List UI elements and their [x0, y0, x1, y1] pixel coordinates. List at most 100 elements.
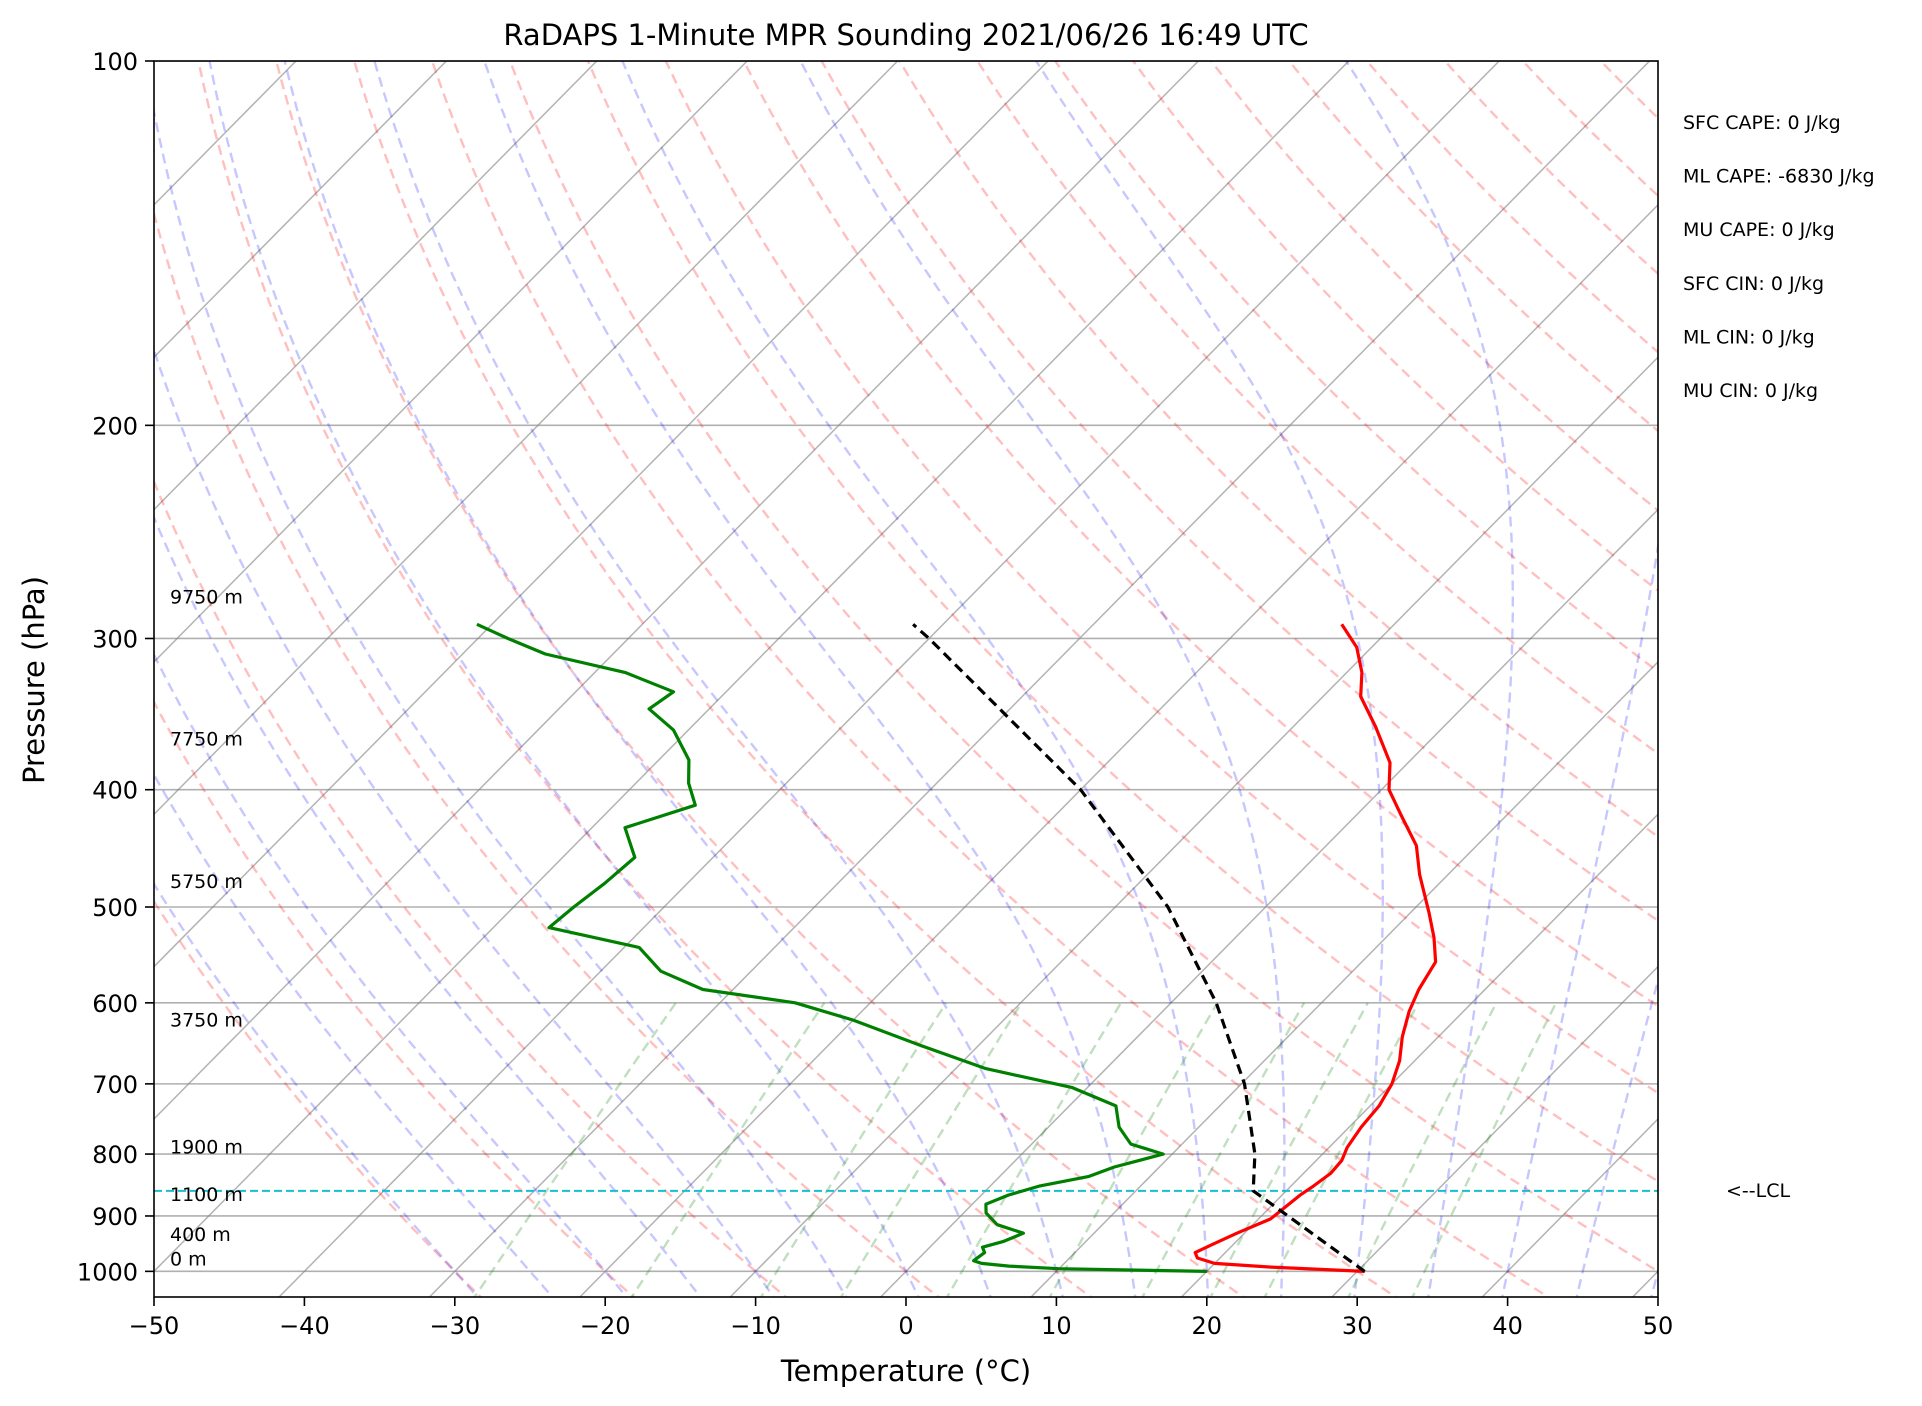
moist-adiabat-line [154, 514, 702, 1297]
x-axis-label: Temperature (°C) [780, 1354, 1031, 1388]
parcel-profile [912, 623, 1366, 1273]
stability-index: ML CIN: 0 J/kg [1683, 326, 1815, 348]
moist-adiabat-line [1345, 61, 1514, 1297]
moist-adiabat-line [154, 652, 629, 1297]
stability-index: SFC CIN: 0 J/kg [1683, 273, 1824, 295]
dry-adiabat-line [154, 699, 636, 1297]
moist-adiabat-line [1575, 976, 1658, 1297]
pressure-gridlines [154, 61, 1658, 1273]
x-tick-label: 50 [1643, 1312, 1674, 1340]
y-tick-label: 400 [92, 777, 138, 805]
isotherm-line [879, 508, 1658, 1297]
stability-index: MU CIN: 0 J/kg [1683, 380, 1818, 402]
x-tick-label: 20 [1192, 1312, 1223, 1340]
y-tick-label: 200 [92, 412, 138, 440]
y-tick-label: 600 [92, 990, 138, 1018]
x-tick-label: −30 [429, 1312, 480, 1340]
dry-adiabat-line [586, 61, 1658, 1183]
isotherm-line [1030, 660, 1658, 1297]
dry-adiabat-line [664, 61, 1658, 1095]
moist-adiabat-lines [154, 61, 1658, 1297]
height-label: 0 m [170, 1248, 207, 1270]
x-tick-label: −50 [129, 1312, 180, 1340]
moist-adiabat-line [154, 346, 775, 1297]
dry-adiabat-line [154, 899, 483, 1297]
isotherm-line [154, 61, 598, 511]
dry-adiabat-line [508, 61, 1658, 1273]
x-tick-label: 0 [898, 1312, 913, 1340]
x-tick-label: 10 [1041, 1312, 1072, 1340]
y-tick-label: 900 [92, 1203, 138, 1231]
dry-adiabat-lines [154, 61, 1658, 1297]
x-tick-label: −40 [279, 1312, 330, 1340]
isotherm-line [154, 61, 899, 816]
y-tick-label: 100 [92, 48, 138, 76]
height-label: 400 m [170, 1224, 231, 1246]
sounding-profiles [476, 622, 1438, 1273]
mixing-ratio-line [1411, 1002, 1558, 1297]
dry-adiabat-line [154, 209, 941, 1297]
y-tick-label: 300 [92, 625, 138, 653]
height-label: 1900 m [170, 1136, 243, 1158]
moist-adiabat-line [1501, 539, 1658, 1297]
height-label: 1100 m [170, 1184, 243, 1206]
stability-index: MU CAPE: 0 J/kg [1683, 219, 1835, 241]
x-axis: −50 −40 −30 −20 −10 0 10 20 30 40 50 [129, 1297, 1674, 1340]
isotherm-line [578, 203, 1658, 1297]
height-label: 5750 m [170, 871, 243, 893]
temperature-profile [1193, 623, 1438, 1273]
y-axis: 1000 900 800 700 600 500 400 300 200 100 [77, 48, 154, 1286]
moist-adiabat-line [483, 61, 1137, 1297]
isotherm-line [154, 61, 1050, 968]
isotherm-line [1330, 965, 1658, 1297]
isotherm-line [729, 356, 1658, 1297]
y-tick-label: 800 [92, 1141, 138, 1169]
isotherm-lines [154, 61, 1658, 1297]
y-tick-label: 500 [92, 894, 138, 922]
dewpoint-profile [476, 622, 1207, 1273]
dry-adiabat-line [742, 61, 1658, 1008]
mixing-ratio-line [630, 1002, 826, 1297]
lcl-label: <--LCL [1726, 1180, 1790, 1202]
isotherm-line [154, 61, 1350, 1273]
dry-adiabat-line [275, 61, 1246, 1297]
moist-adiabat-line [154, 772, 554, 1297]
isotherm-line [154, 61, 448, 359]
dry-adiabat-line [1053, 61, 1658, 674]
isotherm-line [154, 61, 749, 663]
stability-index: ML CAPE: -6830 J/kg [1683, 166, 1875, 188]
dry-adiabat-line [1131, 61, 1658, 593]
moist-adiabat-line [1035, 61, 1384, 1297]
moist-adiabat-line [154, 881, 480, 1297]
x-tick-label: −10 [730, 1312, 781, 1340]
plot-area [154, 61, 1658, 1297]
x-tick-label: 40 [1492, 1312, 1523, 1340]
mixing-ratio-line [759, 1002, 948, 1297]
dry-adiabat-line [820, 61, 1658, 923]
moist-adiabat-line [799, 61, 1286, 1297]
mixing-ratio-line [1141, 1002, 1306, 1297]
moist-adiabat-line [208, 61, 920, 1297]
dry-adiabat-line [154, 478, 788, 1297]
stability-indices: SFC CAPE: 0 J/kg ML CAPE: -6830 J/kg MU CA… [1683, 112, 1875, 402]
y-tick-label: 700 [92, 1071, 138, 1099]
y-tick-label: 1000 [77, 1258, 138, 1286]
isotherm-line [278, 61, 1501, 1297]
isotherm-line [1180, 813, 1658, 1297]
isotherm-line [428, 61, 1651, 1297]
moist-adiabat-line [621, 61, 1210, 1297]
mixing-ratio-line [1209, 1002, 1369, 1297]
moist-adiabat-line [154, 105, 848, 1297]
height-label: 3750 m [170, 1010, 243, 1032]
chart-title: RaDAPS 1-Minute MPR Sounding 2021/06/26 … [503, 18, 1308, 52]
height-label: 9750 m [170, 587, 243, 609]
isotherm-line [154, 61, 1200, 1121]
stability-index: SFC CAPE: 0 J/kg [1683, 112, 1841, 134]
moist-adiabat-line [373, 61, 1065, 1297]
y-axis-label: Pressure (hPa) [17, 576, 51, 784]
dry-adiabat-line [430, 61, 1551, 1297]
x-tick-label: 30 [1342, 1312, 1373, 1340]
mixing-ratio-line [1347, 1002, 1498, 1297]
